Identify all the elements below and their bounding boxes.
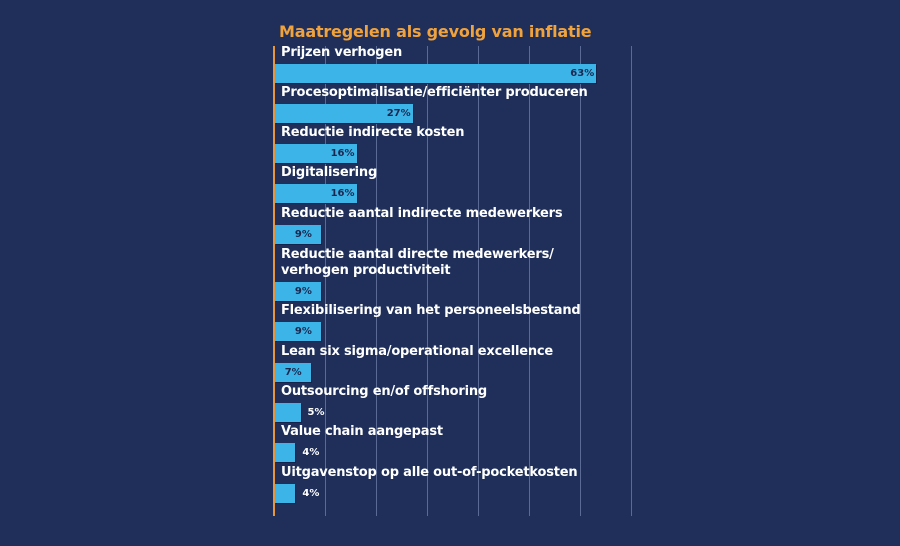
category-label: Reductie aantal indirecte medewerkers <box>281 206 563 221</box>
value-label: 9% <box>294 229 312 240</box>
bar <box>275 144 357 163</box>
category-label: Reductie indirecte kosten <box>281 125 465 140</box>
gridline <box>376 46 377 516</box>
bar <box>275 443 296 462</box>
gridline <box>427 46 428 516</box>
y-axis-line <box>273 46 275 516</box>
value-label: 4% <box>302 447 320 458</box>
bar <box>275 104 413 123</box>
category-label: Digitalisering <box>281 165 378 180</box>
bar <box>275 282 321 301</box>
gridline <box>631 46 632 516</box>
bar <box>275 225 321 244</box>
bar <box>275 484 296 503</box>
chart-title: Maatregelen als gevolg van inflatie <box>279 22 592 41</box>
value-label: 27% <box>386 108 411 119</box>
gridline <box>478 46 479 516</box>
bar <box>275 363 311 382</box>
value-label: 9% <box>294 326 312 337</box>
value-label: 16% <box>330 148 355 159</box>
value-label: 5% <box>307 407 325 418</box>
gridline <box>529 46 530 516</box>
value-label: 16% <box>330 188 355 199</box>
gridline <box>325 46 326 516</box>
category-label: Procesoptimalisatie/efficiënter producer… <box>281 85 588 100</box>
value-label: 9% <box>294 286 312 297</box>
category-label: Outsourcing en/of offshoring <box>281 384 488 399</box>
value-label: 4% <box>302 488 320 499</box>
category-label: Lean six sigma/operational excellence <box>281 344 554 359</box>
gridline <box>580 46 581 516</box>
bar <box>275 64 597 83</box>
bar <box>275 184 357 203</box>
category-label: Reductie aantal directe medewerkers/ ver… <box>281 247 554 278</box>
value-label: 63% <box>570 68 595 79</box>
category-label: Prijzen verhogen <box>281 45 403 60</box>
bar <box>275 322 321 341</box>
category-label: Uitgavenstop op alle out-of-pocketkosten <box>281 465 578 480</box>
category-label: Flexibilisering van het personeelsbestan… <box>281 303 581 318</box>
category-label: Value chain aangepast <box>281 424 443 439</box>
bar <box>275 403 301 422</box>
value-label: 7% <box>284 367 302 378</box>
